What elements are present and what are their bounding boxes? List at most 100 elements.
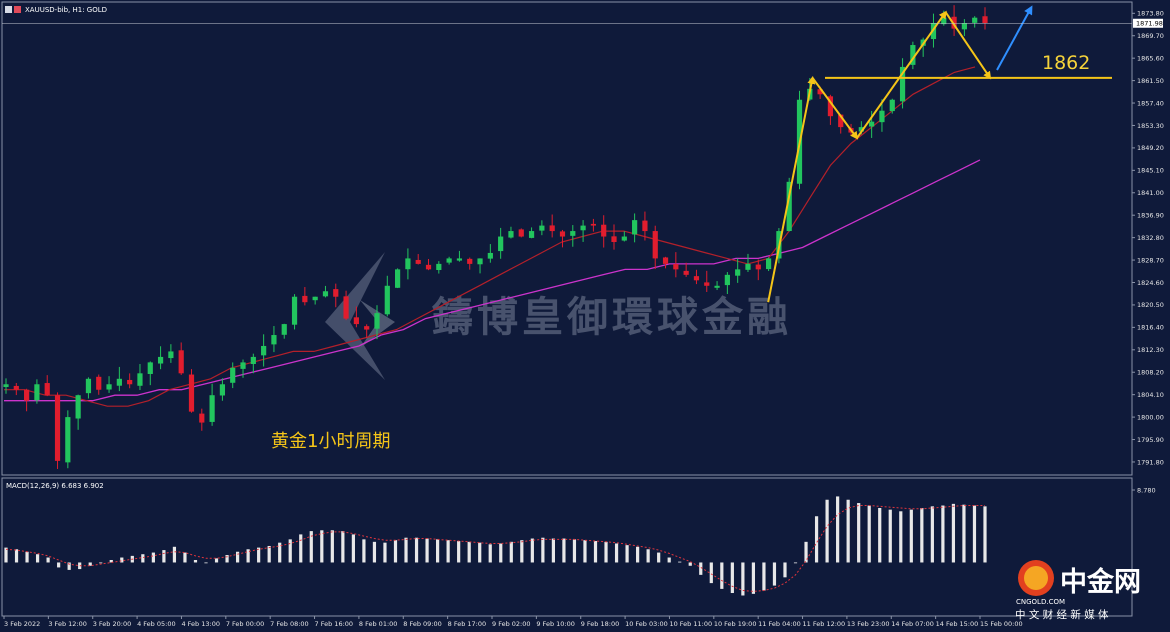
candle-body <box>941 17 947 25</box>
candle-body <box>539 225 545 231</box>
price-tick-label: 1865.60 <box>1137 54 1164 62</box>
price-tick-label: 1857.40 <box>1137 99 1164 107</box>
time-tick-label: 11 Feb 12:00 <box>803 620 846 628</box>
macd-histogram <box>4 496 987 596</box>
candle-body <box>611 236 617 243</box>
ma-slow-line <box>4 159 981 402</box>
time-tick-label: 11 Feb 04:00 <box>758 620 801 628</box>
time-tick-label: 3 Feb 20:00 <box>93 620 132 628</box>
macd-bar <box>35 554 40 563</box>
price-tick-label: 1795.90 <box>1137 436 1164 444</box>
macd-bar <box>436 539 440 563</box>
ma-fast-line <box>4 66 976 407</box>
zigzag-arrow <box>811 77 859 140</box>
macd-bar <box>257 547 261 563</box>
time-tick-label: 7 Feb 16:00 <box>315 620 354 628</box>
time-tick-label: 13 Feb 23:00 <box>847 620 890 628</box>
logo-name: 中金网 <box>1060 566 1141 598</box>
macd-bar <box>551 538 555 563</box>
time-tick-label: 14 Feb 07:00 <box>891 620 934 628</box>
time-tick-label: 8 Feb 01:00 <box>359 620 398 628</box>
macd-bar <box>720 562 724 589</box>
macd-bar <box>530 538 534 563</box>
time-axis: 3 Feb 2022 3 Feb 12:00 3 Feb 20:00 4 Feb 05… <box>3 616 1023 628</box>
macd-bar <box>299 534 303 563</box>
macd-bar <box>941 505 945 563</box>
time-tick-label: 3 Feb 12:00 <box>48 620 87 628</box>
price-tick-label: 1808.20 <box>1137 369 1164 377</box>
candle-body <box>570 231 576 236</box>
logo-slogan: 中 文 财 经 新 媒 体 <box>1015 608 1109 621</box>
time-tick-label: 9 Feb 18:00 <box>581 620 620 628</box>
macd-bar <box>499 543 503 563</box>
current-price-label: 1871.98 <box>1136 20 1163 28</box>
window-header: XAUUSD-bib, H1: GOLD <box>5 6 107 14</box>
macd-bar <box>909 509 913 563</box>
macd-bar <box>614 543 619 563</box>
macd-bar <box>846 499 850 563</box>
macd-bar <box>25 551 29 563</box>
macd-bar <box>972 505 977 563</box>
macd-bar <box>225 555 229 563</box>
candle-body <box>291 296 298 325</box>
price-tick-label: 1845.10 <box>1137 167 1164 175</box>
chart-menu-icon[interactable] <box>5 6 12 13</box>
price-tick-label: 1824.60 <box>1137 279 1164 287</box>
macd-bar <box>341 531 345 563</box>
candle-body <box>724 274 730 286</box>
candle-body <box>508 231 514 238</box>
candle-body <box>910 45 916 65</box>
macd-bar <box>204 562 208 564</box>
macd-bar <box>867 505 871 563</box>
chart-window-icon[interactable] <box>14 6 21 13</box>
candle-body <box>219 384 226 396</box>
macd-bar <box>120 557 124 563</box>
time-tick-label: 3 Feb 2022 <box>4 620 40 628</box>
price-tick-label: 1853.30 <box>1137 122 1164 130</box>
candle-body <box>188 374 195 412</box>
candle-body <box>436 263 442 270</box>
macd-bar <box>330 530 334 563</box>
macd-bar <box>478 542 482 563</box>
price-tick-label: 1820.50 <box>1137 301 1164 309</box>
macd-bar <box>509 541 513 563</box>
macd-bar <box>309 531 313 563</box>
macd-bar <box>267 545 271 563</box>
candle-body <box>281 324 287 335</box>
macd-bar <box>920 507 924 563</box>
macd-bar <box>836 496 840 563</box>
macd-header: MACD(12,26,9) 6.683 6.902 <box>6 482 104 490</box>
candle-body <box>54 395 61 461</box>
time-tick-label: 4 Feb 05:00 <box>137 620 176 628</box>
candle-body <box>384 285 390 315</box>
macd-bar <box>783 562 787 578</box>
price-tick-label: 1873.80 <box>1137 10 1164 18</box>
macd-bar <box>488 544 492 563</box>
candle-body <box>899 66 906 102</box>
time-tick-label: 7 Feb 08:00 <box>270 620 309 628</box>
time-tick-label: 10 Feb 11:00 <box>669 620 712 628</box>
candle-body <box>147 362 153 374</box>
macd-bar <box>751 562 756 594</box>
candle-body <box>44 383 50 396</box>
candle-body <box>683 270 689 275</box>
candle-body <box>75 395 81 419</box>
candle-body <box>704 282 710 286</box>
candle-body <box>632 220 638 235</box>
logo-site: CNGOLD.COM <box>1016 598 1065 606</box>
candle-body <box>662 257 669 264</box>
candle-body <box>96 376 102 390</box>
candle-body <box>467 258 473 264</box>
macd-bar <box>541 537 545 563</box>
candle-body <box>312 296 318 301</box>
macd-bar <box>888 509 892 563</box>
candle-body <box>972 17 978 23</box>
macd-bar <box>78 562 82 570</box>
macd-bar <box>457 541 461 563</box>
macd-bar <box>372 541 377 563</box>
macd-bar <box>278 542 282 563</box>
symbol-header: XAUUSD-bib, H1: GOLD <box>25 6 107 14</box>
macd-bar <box>741 562 745 596</box>
candle-body <box>199 413 205 423</box>
